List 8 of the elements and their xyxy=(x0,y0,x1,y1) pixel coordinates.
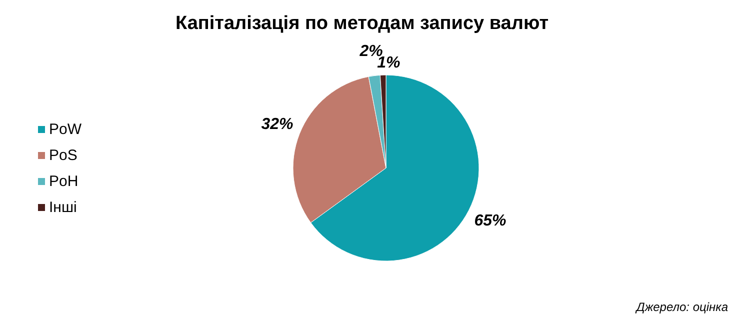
legend-label: PoH xyxy=(49,172,78,190)
data-label: 32% xyxy=(261,116,294,134)
data-label: 65% xyxy=(474,212,506,230)
legend-label: Інші xyxy=(49,198,77,216)
legend-label: PoW xyxy=(49,120,82,138)
chart-title: Капіталізація по методам запису валют xyxy=(175,13,549,34)
text: Джерело: оцінка xyxy=(634,300,728,314)
legend-label: PoS xyxy=(49,146,78,164)
